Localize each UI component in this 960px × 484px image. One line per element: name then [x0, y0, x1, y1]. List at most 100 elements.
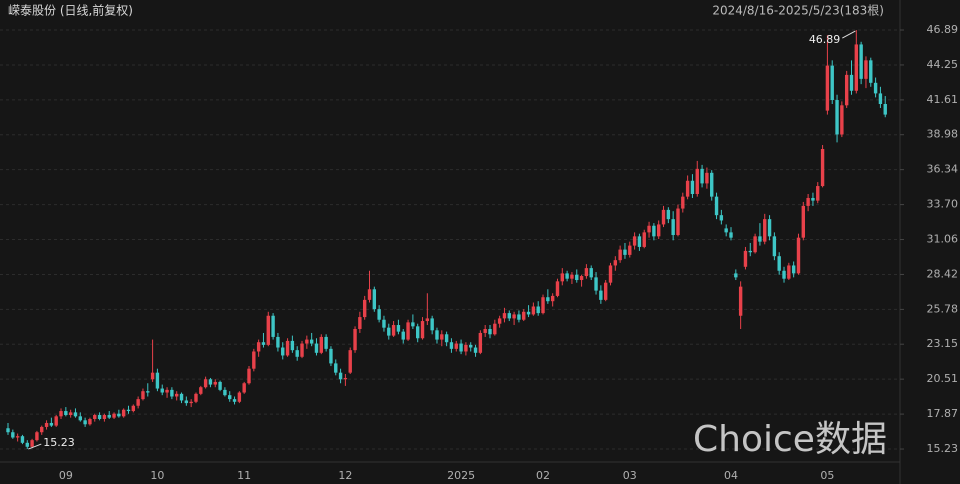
- candle-body: [131, 405, 136, 412]
- candle-body: [401, 331, 405, 340]
- candle-body: [835, 100, 839, 135]
- candle-body: [791, 265, 796, 274]
- candle-body: [126, 409, 131, 412]
- candle-body: [618, 249, 622, 261]
- y-tick-label: 20.51: [927, 372, 959, 385]
- candle-body: [203, 379, 208, 388]
- candle-body: [632, 236, 637, 246]
- candle-body: [690, 180, 695, 194]
- candle-body: [816, 186, 820, 201]
- candle-body: [11, 432, 15, 438]
- candle-body: [729, 232, 733, 238]
- candle-body: [820, 148, 825, 187]
- candle-body: [121, 409, 126, 417]
- candle-body: [73, 412, 78, 417]
- candle-body: [170, 389, 174, 397]
- candle-body: [695, 168, 699, 194]
- candle-body: [454, 343, 458, 349]
- candle-body: [772, 236, 777, 257]
- candle-body: [372, 289, 377, 310]
- candle-body: [343, 377, 348, 380]
- y-tick-label: 36.34: [927, 163, 959, 176]
- candle-body: [449, 342, 454, 349]
- y-tick-label: 38.98: [927, 128, 959, 141]
- candle-body: [584, 268, 589, 277]
- y-tick-label: 17.87: [927, 407, 959, 420]
- x-tick-label: 11: [237, 469, 251, 482]
- candle-body: [546, 297, 550, 302]
- candle-body: [811, 197, 815, 201]
- candle-body: [175, 393, 179, 397]
- candle-body: [579, 276, 584, 281]
- candle-body: [309, 339, 314, 344]
- candle-body: [184, 400, 189, 404]
- x-tick-label: 10: [150, 469, 164, 482]
- candle-body: [338, 372, 343, 380]
- candle-body: [700, 168, 704, 184]
- candle-body: [232, 399, 237, 402]
- candle-body: [20, 436, 25, 443]
- candle-body: [825, 65, 830, 111]
- x-tick-label: 09: [59, 469, 73, 482]
- y-tick-label: 33.70: [927, 198, 959, 211]
- candle-body: [685, 180, 690, 197]
- candle-body: [281, 347, 285, 356]
- candle-body: [107, 415, 111, 418]
- candle-body: [570, 274, 574, 279]
- candle-body: [565, 273, 569, 279]
- candle-body: [575, 274, 579, 281]
- candle-body: [763, 219, 767, 242]
- candle-body: [189, 401, 193, 404]
- candle-body: [748, 250, 752, 253]
- candle-body: [290, 340, 295, 351]
- candle-body: [459, 343, 463, 352]
- x-tick-label: 12: [338, 469, 352, 482]
- candle-body: [464, 344, 468, 352]
- candle-body: [512, 314, 516, 319]
- candle-body: [223, 389, 227, 396]
- candle-body: [314, 343, 319, 353]
- candle-body: [681, 196, 685, 209]
- candle-body: [844, 74, 849, 106]
- candle-body: [218, 381, 222, 390]
- candle-body: [300, 343, 304, 357]
- candle-body: [136, 399, 140, 406]
- candle-body: [78, 416, 82, 421]
- candle-body: [276, 336, 280, 348]
- candle-body: [15, 436, 20, 438]
- candle-body: [266, 315, 270, 345]
- candle-body: [425, 318, 430, 322]
- candle-body: [478, 332, 483, 353]
- candle-body: [353, 328, 357, 351]
- candle-body: [883, 103, 887, 115]
- candle-body: [671, 219, 675, 236]
- candle-body: [334, 363, 338, 373]
- candle-body: [840, 105, 844, 135]
- y-tick-label: 25.78: [927, 302, 959, 315]
- candle-body: [387, 327, 391, 336]
- y-tick-label: 41.61: [927, 93, 959, 106]
- candle-body: [324, 336, 328, 349]
- candle-body: [878, 93, 883, 104]
- candle-body: [242, 383, 246, 393]
- candle-body: [758, 236, 762, 242]
- candle-body: [589, 268, 593, 278]
- candle-body: [59, 411, 63, 417]
- annotation-arrow: [28, 443, 42, 450]
- candle-body: [30, 440, 34, 447]
- candle-body: [743, 250, 748, 267]
- candle-body: [873, 82, 878, 94]
- candle-body: [642, 232, 646, 247]
- candle-body: [199, 387, 203, 394]
- candle-body: [194, 393, 198, 402]
- y-tick-label: 31.06: [927, 233, 959, 246]
- candle-body: [146, 391, 150, 393]
- y-tick-label: 28.42: [927, 267, 959, 280]
- candle-body: [502, 313, 507, 319]
- candle-body: [391, 325, 396, 336]
- x-tick-label: 04: [724, 469, 738, 482]
- candle-body: [531, 306, 536, 315]
- candle-body: [261, 342, 266, 345]
- candle-body: [854, 44, 859, 91]
